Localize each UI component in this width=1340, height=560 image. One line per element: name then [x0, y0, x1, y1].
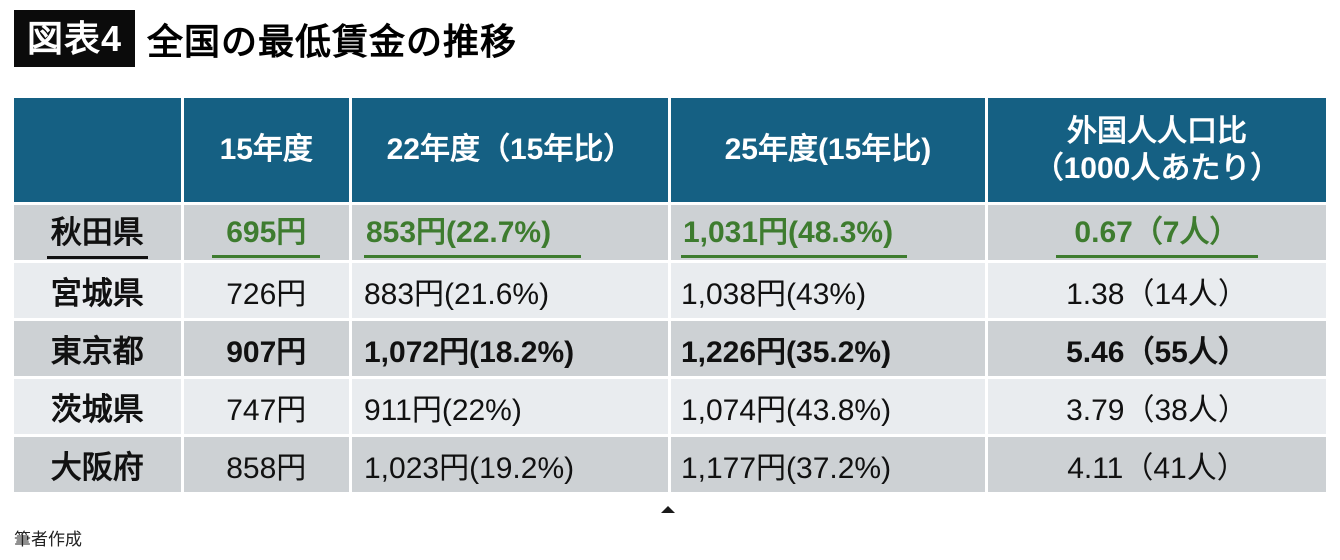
figure-title: 全国の最低賃金の推移	[147, 20, 518, 62]
cell-wage-fy15: 907円	[183, 321, 349, 376]
table-row: 秋田県 695円 853円(22.7%) 1,031円(48.3%) 0.67（…	[14, 205, 1326, 260]
cell-prefecture: 宮城県	[14, 263, 181, 318]
source-note: 筆者作成	[14, 530, 82, 549]
minimum-wage-table: 15年度 22年度（15年比） 25年度(15年比) 外国人人口比 （1000人…	[11, 95, 1329, 495]
cell-wage-fy15: 858円	[183, 437, 349, 492]
cell-foreign-ratio: 3.79（38人）	[987, 379, 1326, 434]
caret-up-icon	[661, 506, 675, 513]
table-row: 大阪府 858円 1,023円(19.2%) 1,177円(37.2%) 4.1…	[14, 437, 1326, 492]
cell-wage-fy25: 1,074円(43.8%)	[670, 379, 985, 434]
cell-foreign-ratio: 4.11（41人）	[987, 437, 1326, 492]
cell-foreign-ratio: 1.38（14人）	[987, 263, 1326, 318]
cell-prefecture: 茨城県	[14, 379, 181, 434]
cell-foreign-ratio: 5.46（55人）	[987, 321, 1326, 376]
header-fy15: 15年度	[183, 98, 349, 202]
header-fy25: 25年度(15年比)	[670, 98, 985, 202]
cell-prefecture: 秋田県	[14, 205, 181, 260]
cell-wage-fy22: 883円(21.6%)	[352, 263, 668, 318]
cell-wage-fy15: 726円	[183, 263, 349, 318]
cell-wage-fy15: 695円	[183, 205, 349, 260]
cell-wage-fy22: 911円(22%)	[352, 379, 668, 434]
cell-wage-fy25: 1,177円(37.2%)	[670, 437, 985, 492]
table-row: 東京都 907円 1,072円(18.2%) 1,226円(35.2%) 5.4…	[14, 321, 1326, 376]
table-row: 宮城県 726円 883円(21.6%) 1,038円(43%) 1.38（14…	[14, 263, 1326, 318]
figure-tag: 図表4	[14, 10, 136, 67]
cell-wage-fy22: 853円(22.7%)	[352, 205, 668, 260]
cell-wage-fy22: 1,072円(18.2%)	[352, 321, 668, 376]
cell-wage-fy25: 1,031円(48.3%)	[670, 205, 985, 260]
cell-foreign-ratio: 0.67（7人）	[987, 205, 1326, 260]
table-row: 茨城県 747円 911円(22%) 1,074円(43.8%) 3.79（38…	[14, 379, 1326, 434]
cell-prefecture: 東京都	[14, 321, 181, 376]
figure-header: 図表4 全国の最低賃金の推移	[14, 10, 517, 67]
table-header-row: 15年度 22年度（15年比） 25年度(15年比) 外国人人口比 （1000人…	[14, 98, 1326, 202]
cell-wage-fy25: 1,226円(35.2%)	[670, 321, 985, 376]
cell-wage-fy15: 747円	[183, 379, 349, 434]
header-foreign-ratio: 外国人人口比 （1000人あたり）	[987, 98, 1326, 202]
cell-wage-fy25: 1,038円(43%)	[670, 263, 985, 318]
cell-prefecture: 大阪府	[14, 437, 181, 492]
header-blank	[14, 98, 181, 202]
cell-wage-fy22: 1,023円(19.2%)	[352, 437, 668, 492]
header-fy22: 22年度（15年比）	[352, 98, 668, 202]
